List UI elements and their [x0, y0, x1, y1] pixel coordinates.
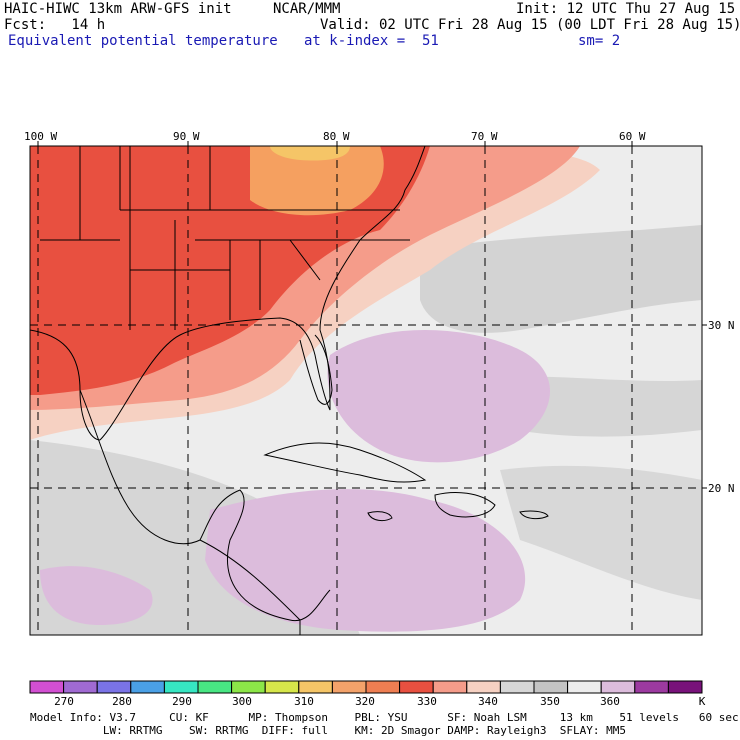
colorbar — [29, 680, 703, 694]
init-time: Init: 12 UTC Thu 27 Aug 15 — [516, 1, 736, 17]
lat-label-20n: 20 N — [708, 482, 735, 495]
colorbar-swatch — [231, 680, 266, 694]
model-title: HAIC-HIWC 13km ARW-GFS init — [4, 1, 232, 17]
state-lines — [40, 146, 410, 330]
colorbar-swatch — [466, 680, 501, 694]
colorbar-swatch — [63, 680, 98, 694]
hispaniola — [434, 491, 496, 518]
orange-region-midatlantic — [250, 146, 384, 216]
red-region-west — [30, 200, 90, 340]
cbar-label-330: 330 — [417, 695, 437, 708]
cbar-label-340: 340 — [478, 695, 498, 708]
cbar-unit: K — [698, 695, 706, 708]
jamaica — [367, 511, 393, 522]
lon-label-70w: 70 W — [471, 130, 498, 143]
colorbar-swatch — [29, 680, 65, 694]
model-info-line2: LW: RRTMG SW: RRTMG DIFF: full KM: 2D Sm… — [30, 724, 627, 737]
cbar-label-270: 270 — [54, 695, 74, 708]
colorbar-swatch — [634, 680, 669, 694]
lon-label-100w: 100 W — [24, 130, 58, 143]
lon-label-90w: 90 W — [173, 130, 200, 143]
colorbar-swatch — [96, 680, 132, 694]
lon-label-80w: 80 W — [323, 130, 350, 143]
colorbar-swatch — [533, 680, 569, 694]
us-gulf-coast — [30, 146, 426, 441]
field-name: Equivalent potential temperature — [8, 33, 278, 49]
cbar-label-280: 280 — [112, 695, 132, 708]
cbar-label-350: 350 — [540, 695, 560, 708]
colorbar-swatch — [130, 680, 165, 694]
cuba — [263, 442, 427, 483]
lat-label-30n: 30 N — [708, 319, 735, 332]
puerto-rico — [519, 510, 549, 520]
map-frame — [29, 145, 703, 636]
colorbar-swatch — [298, 680, 333, 694]
colorbar-swatch — [667, 680, 703, 694]
forecast-hour: Fcst: 14 h — [4, 17, 106, 33]
level-label: at k-index = 51 — [304, 33, 439, 49]
central-america — [199, 539, 301, 635]
colorbar-swatch — [432, 680, 468, 694]
lon-label-60w: 60 W — [619, 130, 646, 143]
colorbar-swatch — [163, 680, 199, 694]
purple-patch-caribbean — [205, 489, 526, 632]
smoothing-label: sm= 2 — [578, 33, 621, 49]
cbar-label-360: 360 — [600, 695, 620, 708]
gray-band-east — [500, 465, 702, 600]
colorbar-swatch — [365, 680, 401, 694]
colorbar-swatch — [600, 680, 636, 694]
colorbar-swatch — [567, 680, 602, 694]
cbar-label-290: 290 — [172, 695, 192, 708]
purple-patch-bahamas — [327, 330, 550, 463]
cbar-label-300: 300 — [232, 695, 252, 708]
mexico-coast — [79, 389, 331, 622]
cbar-label-320: 320 — [355, 695, 375, 708]
purple-patch-southwest — [40, 566, 153, 625]
colorbar-swatch — [331, 680, 367, 694]
colorbar-swatch — [399, 680, 434, 694]
valid-time: Valid: 02 UTC Fri 28 Aug 15 (00 LDT Fri … — [320, 17, 740, 33]
cbar-label-310: 310 — [294, 695, 314, 708]
colorbar-swatch — [197, 680, 233, 694]
model-info-line1: Model Info: V3.7 CU: KF MP: Thompson PBL… — [30, 711, 739, 724]
florida — [299, 334, 333, 405]
colorbar-swatch — [499, 680, 535, 694]
colorbar-swatch — [264, 680, 300, 694]
center-label: NCAR/MMM — [273, 1, 341, 17]
yellow-region-north — [270, 146, 350, 161]
